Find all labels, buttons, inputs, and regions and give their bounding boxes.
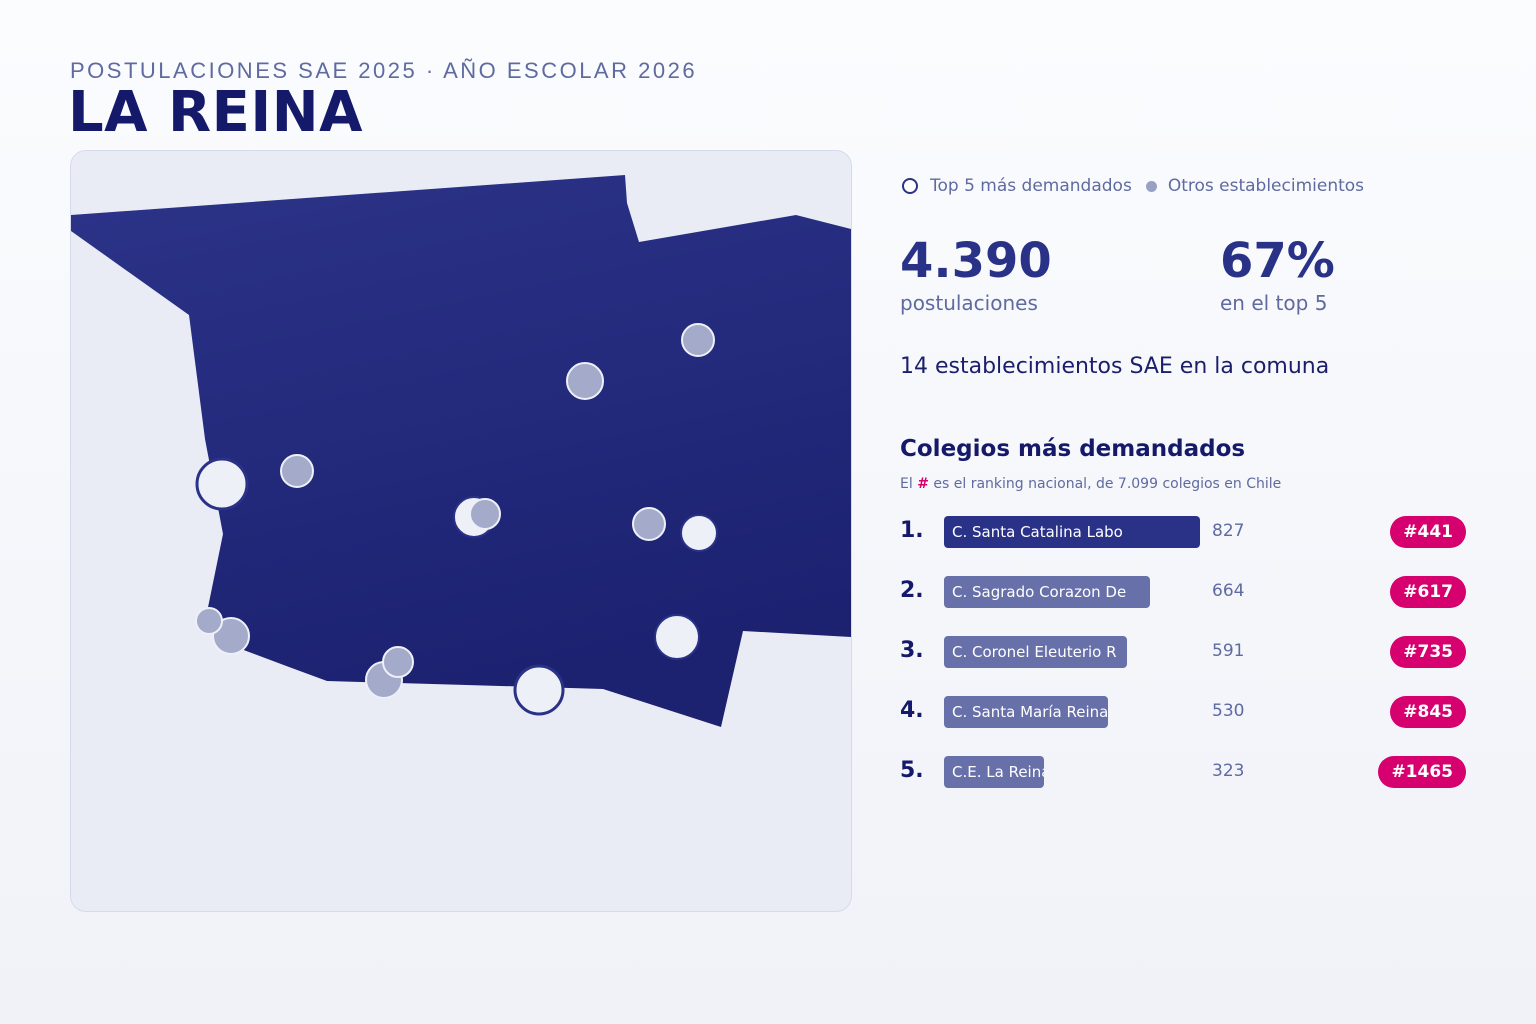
applications-stat: 4.390 postulaciones bbox=[900, 232, 1052, 316]
ranking-row[interactable]: 1. C. Santa Catalina Labo 827 #441 bbox=[900, 516, 1466, 548]
top5-share-value: 67% bbox=[1220, 233, 1335, 289]
map-canvas bbox=[71, 175, 851, 727]
ranking-row[interactable]: 3. C. Coronel Eleuterio R 591 #735 bbox=[900, 636, 1466, 668]
page-title: LA REINA bbox=[68, 80, 363, 145]
ranking-row-value: 827 bbox=[1212, 521, 1245, 541]
ranking-row-national-rank: #845 bbox=[1390, 696, 1466, 728]
ranking-row-index: 1. bbox=[900, 518, 924, 543]
ranking-row-index: 3. bbox=[900, 638, 924, 663]
ranking-subtitle-text: es el ranking nacional, de 7.099 colegio… bbox=[933, 476, 1282, 492]
ranking-row-national-rank: #617 bbox=[1390, 576, 1466, 608]
ranking-row[interactable]: 4. C. Santa María Reina 530 #845 bbox=[900, 696, 1466, 728]
ranking-row-value: 323 bbox=[1212, 761, 1245, 781]
map-markers bbox=[195, 323, 718, 716]
legend-top5-label: Top 5 más demandados bbox=[930, 176, 1132, 196]
page-eyebrow: POSTULACIONES SAE 2025 · AÑO ESCOLAR 202… bbox=[70, 58, 698, 83]
other-dot-icon bbox=[1145, 180, 1157, 192]
school-marker-other[interactable] bbox=[382, 646, 414, 678]
ranking-title: Colegios más demandados bbox=[900, 436, 1246, 462]
ranking-row-index: 4. bbox=[900, 698, 924, 723]
ranking-row-value: 664 bbox=[1212, 581, 1245, 601]
commune-shape bbox=[71, 175, 851, 727]
ranking-row-bar: C. Coronel Eleuterio R bbox=[944, 636, 1127, 668]
ranking-subtitle-hash: # bbox=[917, 476, 929, 492]
ranking-row[interactable]: 5. C.E. La Reina 323 #1465 bbox=[900, 756, 1466, 788]
ranking-row-index: 2. bbox=[900, 578, 924, 603]
map-legend: Top 5 más demandados Otros establecimien… bbox=[902, 174, 1364, 198]
school-marker-other[interactable] bbox=[195, 607, 223, 635]
school-marker-top[interactable] bbox=[513, 664, 565, 716]
school-marker-other[interactable] bbox=[280, 454, 314, 488]
ranking-row-bar: C. Santa Catalina Labo bbox=[944, 516, 1200, 548]
school-marker-other[interactable] bbox=[566, 362, 604, 400]
school-marker-other[interactable] bbox=[632, 507, 666, 541]
applications-label: postulaciones bbox=[900, 291, 1038, 315]
school-marker-top[interactable] bbox=[654, 614, 700, 660]
school-marker-other[interactable] bbox=[469, 498, 501, 530]
ranking-subtitle: El # es el ranking nacional, de 7.099 co… bbox=[900, 476, 1281, 492]
top5-share-label: en el top 5 bbox=[1220, 291, 1328, 315]
ranking-row-value: 530 bbox=[1212, 701, 1245, 721]
ranking-row-index: 5. bbox=[900, 758, 924, 783]
legend-others-label: Otros establecimientos bbox=[1167, 176, 1365, 196]
ranking-row-bar: C. Santa María Reina bbox=[944, 696, 1108, 728]
commune-map[interactable] bbox=[70, 150, 852, 912]
ranking-row-national-rank: #441 bbox=[1390, 516, 1466, 548]
ranking-row-bar: C.E. La Reina bbox=[944, 756, 1044, 788]
top5-share-stat: 67% en el top 5 bbox=[1220, 232, 1335, 316]
applications-value: 4.390 bbox=[900, 233, 1052, 289]
ranking-row-national-rank: #1465 bbox=[1378, 756, 1466, 788]
school-marker-top[interactable] bbox=[195, 457, 249, 511]
top5-ring-icon bbox=[902, 178, 918, 194]
ranking-row-bar: C. Sagrado Corazon De bbox=[944, 576, 1150, 608]
ranking-row[interactable]: 2. C. Sagrado Corazon De 664 #617 bbox=[900, 576, 1466, 608]
school-marker-other[interactable] bbox=[212, 617, 250, 655]
school-marker-top[interactable] bbox=[680, 514, 718, 552]
ranking-row-value: 591 bbox=[1212, 641, 1245, 661]
establishments-count: 14 establecimientos SAE en la comuna bbox=[900, 354, 1330, 379]
ranking-row-national-rank: #735 bbox=[1390, 636, 1466, 668]
school-marker-other[interactable] bbox=[681, 323, 715, 357]
ranking-subtitle-prefix: El bbox=[900, 476, 913, 492]
